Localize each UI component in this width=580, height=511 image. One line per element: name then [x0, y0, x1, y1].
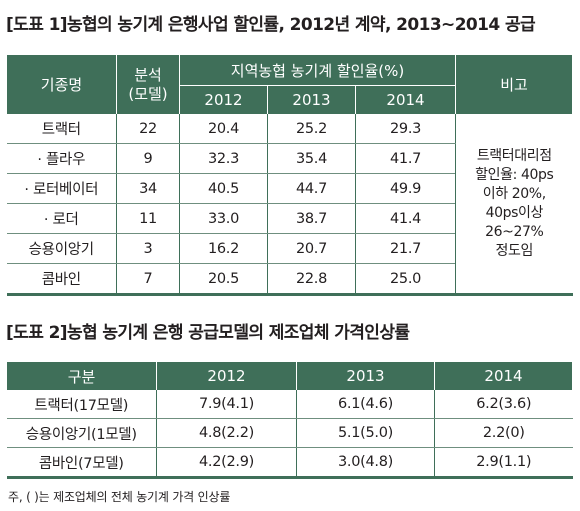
discount-rate-table: 기종명 분석 (모델) 지역농협 농기계 할인율(%) 비고 2012 2013…	[6, 55, 574, 296]
table-row: · 플라우 9 32.3 35.4 41.7	[6, 143, 573, 174]
row-2013: 3.0(4.8)	[296, 447, 435, 478]
remark-line: 정도임	[495, 242, 534, 259]
row-2013: 44.7	[267, 173, 356, 204]
row-2013: 22.8	[267, 263, 356, 295]
row-name: 트랙터(17모델)	[6, 390, 157, 419]
table-row: 트랙터 22 20.4 25.2 29.3 트랙터대리점 할인율: 40ps 이…	[6, 114, 573, 295]
row-models: 7	[116, 263, 180, 295]
row-2014: 29.3	[354, 114, 457, 144]
row-2012: 4.2(2.9)	[156, 447, 297, 478]
remark-note: 트랙터대리점 할인율: 40ps 이하 20%, 40ps이상 26~27% 정…	[455, 114, 573, 295]
header-2013: 2013	[267, 85, 356, 114]
row-2013: 5.1(5.0)	[296, 418, 435, 448]
row-2013: 6.1(4.6)	[296, 390, 435, 419]
row-2012: 16.2	[179, 233, 268, 264]
row-2013: 38.7	[267, 203, 356, 234]
header-discount-group: 지역농협 농기계 할인율(%)	[178, 55, 457, 86]
remark-line: 할인율: 40ps	[475, 166, 554, 183]
table-row: 콤바인(7모델) 4.2(2.9) 3.0(4.8) 2.9(1.1)	[6, 447, 573, 478]
row-name: 승용이앙기(1모델)	[6, 418, 157, 448]
row-2012: 20.4	[179, 114, 268, 144]
row-models: 11	[116, 203, 180, 234]
row-2013: 20.7	[267, 233, 356, 264]
table-row: 트랙터(17모델) 7.9(4.1) 6.1(4.6) 6.2(3.6)	[6, 390, 573, 419]
row-models: 3	[116, 233, 180, 264]
remark-line: 트랙터대리점	[476, 147, 552, 164]
row-2012: 33.0	[179, 203, 268, 234]
row-models: 34	[116, 173, 180, 204]
row-models: 9	[116, 143, 180, 174]
header-analysis-line1: 분석	[134, 65, 162, 84]
row-name: · 로더	[6, 203, 117, 234]
row-2014: 2.9(1.1)	[434, 447, 573, 478]
row-2014: 21.7	[354, 233, 457, 264]
row-name: · 로터베이터	[6, 173, 117, 204]
row-name: 트랙터	[6, 114, 117, 144]
table-row: 콤바인 7 20.5 22.8 25.0	[6, 263, 573, 295]
table-row: 승용이앙기 3 16.2 20.7 21.7	[6, 233, 573, 264]
header-analysis-line2: (모델)	[128, 84, 168, 103]
row-2012: 40.5	[179, 173, 268, 204]
row-models: 22	[116, 114, 180, 144]
row-2014: 2.2(0)	[434, 418, 573, 448]
remark-line: 이하 20%,	[482, 185, 546, 202]
header-2014: 2014	[354, 85, 457, 114]
header-2014: 2014	[434, 362, 573, 390]
table-row: · 로터베이터 34 40.5 44.7 49.9	[6, 173, 573, 204]
header-2012: 2012	[156, 362, 297, 390]
row-2012: 4.8(2.2)	[156, 418, 297, 448]
row-2012: 32.3	[179, 143, 268, 174]
row-2014: 41.4	[354, 203, 457, 234]
row-2014: 49.9	[354, 173, 457, 204]
header-analysis: 분석 (모델)	[116, 55, 180, 114]
header-2012: 2012	[179, 85, 268, 114]
header-2013: 2013	[296, 362, 435, 390]
row-name: 승용이앙기	[6, 233, 117, 264]
header-remark: 비고	[455, 55, 574, 114]
row-2013: 35.4	[267, 143, 356, 174]
footnote: 주, ( )는 제조업체의 전체 농기계 가격 인상률	[8, 490, 231, 504]
price-increase-table: 구분 2012 2013 2014 트랙터(17모델) 7.9(4.1) 6.1…	[6, 362, 573, 479]
row-2012: 20.5	[179, 263, 268, 295]
row-2014: 25.0	[354, 263, 457, 295]
row-2014: 41.7	[354, 143, 457, 174]
row-2013: 25.2	[267, 114, 356, 144]
table2-title: [도표 2]농협 농기계 은행 공급모델의 제조업체 가격인상률	[6, 323, 410, 343]
remark-line: 40ps이상	[485, 204, 544, 221]
row-2012: 7.9(4.1)	[156, 390, 297, 419]
header-category: 구분	[6, 362, 157, 390]
header-name: 기종명	[6, 55, 117, 114]
row-name: 콤바인(7모델)	[6, 447, 157, 478]
remark-line: 26~27%	[485, 223, 544, 240]
table-row: · 로더 11 33.0 38.7 41.4	[6, 203, 573, 234]
table1-title: [도표 1]농협의 농기계 은행사업 할인률, 2012년 계약, 2013~2…	[6, 15, 536, 35]
table-row: 승용이앙기(1모델) 4.8(2.2) 5.1(5.0) 2.2(0)	[6, 418, 573, 448]
row-name: · 플라우	[6, 143, 117, 174]
row-2014: 6.2(3.6)	[434, 390, 573, 419]
row-name: 콤바인	[6, 263, 117, 295]
